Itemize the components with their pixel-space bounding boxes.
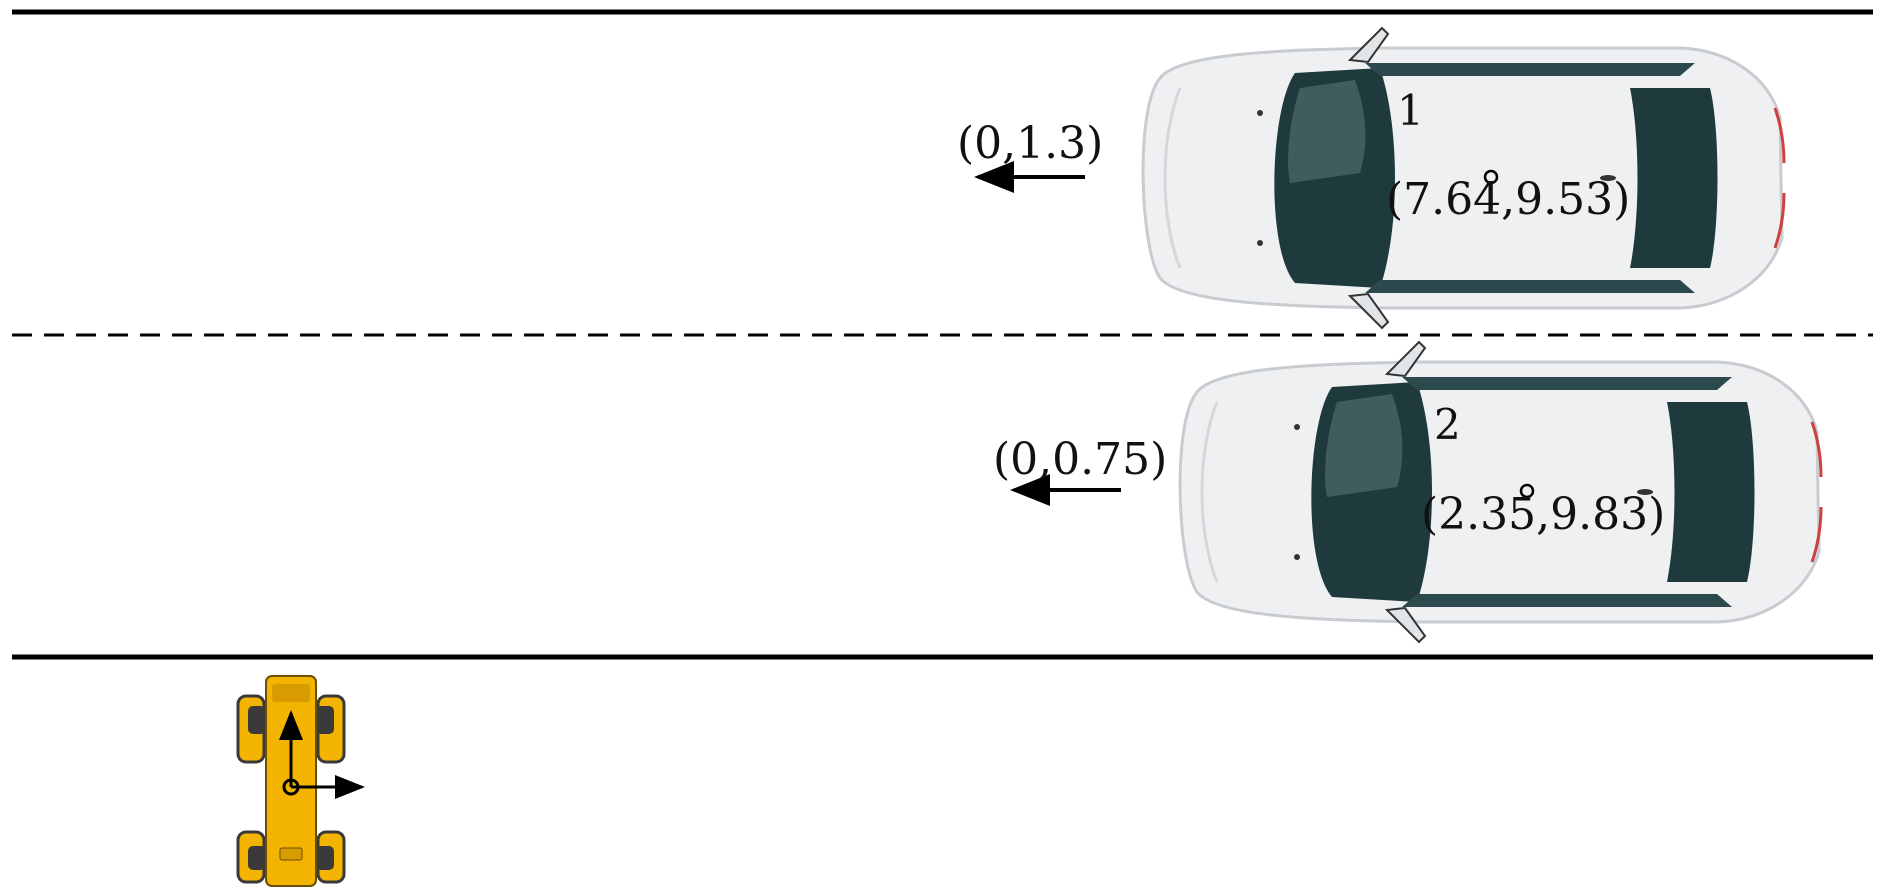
car-1-center-marker: [1483, 169, 1499, 185]
car-2-id-label: 2: [1434, 400, 1461, 449]
car-1-velocity-label: (0,1.3): [957, 118, 1104, 169]
car-1-position-label: (7.64,9.53): [1386, 174, 1631, 225]
car-2-position-label: (2.35,9.83): [1421, 489, 1666, 540]
car-2-velocity-label: (0,0.75): [993, 434, 1168, 485]
robot-origin-marker: [282, 778, 300, 796]
car-1-id-label: 1: [1397, 86, 1424, 135]
car-2-center-marker: [1519, 483, 1535, 499]
